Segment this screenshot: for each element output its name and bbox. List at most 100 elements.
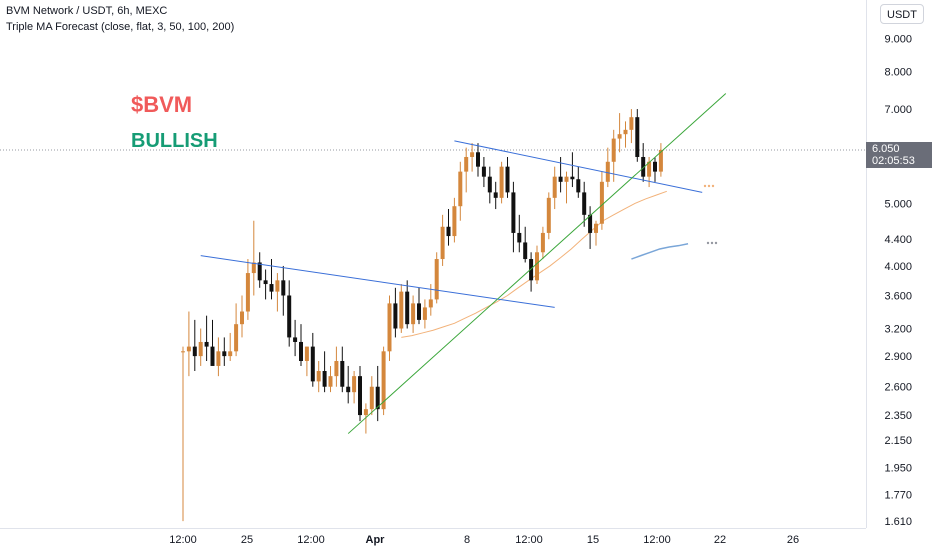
candle-body <box>582 192 587 215</box>
candle-body <box>181 351 185 353</box>
candle-body <box>476 152 480 167</box>
candle-body <box>588 214 593 233</box>
candle-body <box>263 280 268 285</box>
candle-body <box>647 161 652 177</box>
x-tick-label: 12:00 <box>297 534 325 546</box>
candle-body <box>411 303 416 325</box>
x-tick-label: 26 <box>787 534 799 546</box>
forecast-dot <box>714 241 718 245</box>
candle-body <box>210 346 215 366</box>
candle-body <box>281 280 286 296</box>
x-tick-label: Apr <box>366 534 386 546</box>
candle-body <box>523 242 528 260</box>
candle-body <box>440 226 445 260</box>
candle-body <box>399 291 404 329</box>
candle-body <box>240 311 244 325</box>
y-tick-label: 2.150 <box>884 435 912 447</box>
symbol-title[interactable]: BVM Network / USDT, 6h, MEXC <box>6 5 168 17</box>
x-tick-label: 25 <box>241 534 253 546</box>
candle-body <box>216 351 221 366</box>
y-tick-label: 2.900 <box>884 351 912 363</box>
candle-body <box>198 341 203 357</box>
candle-body <box>269 284 274 292</box>
y-tick-label: 7.000 <box>884 104 912 116</box>
forecast-dot <box>707 184 711 188</box>
candle-body <box>470 152 475 157</box>
candle-body <box>529 259 534 281</box>
candle-body <box>363 409 368 416</box>
candle-body <box>546 197 551 233</box>
currency-button[interactable]: USDT <box>880 4 924 24</box>
x-tick-label: 12:00 <box>169 534 197 546</box>
y-tick-label: 2.350 <box>884 410 912 422</box>
candle-body <box>635 117 640 157</box>
candle-body <box>245 273 250 312</box>
x-tick-label: 22 <box>714 534 726 546</box>
candle-body <box>428 299 433 308</box>
y-tick-label: 5.000 <box>884 198 912 210</box>
candle-body <box>629 117 634 130</box>
y-tick-label: 8.000 <box>884 67 912 79</box>
y-tick-label: 4.000 <box>884 261 912 273</box>
candle-body <box>228 351 233 357</box>
candle-body <box>499 166 504 198</box>
x-tick-label: 15 <box>587 534 599 546</box>
candle-body <box>570 176 575 180</box>
indicator-legend[interactable]: Triple MA Forecast (close, flat, 3, 50, … <box>6 21 235 33</box>
candle-body <box>287 295 292 338</box>
candle-body <box>328 376 333 387</box>
candle-body <box>334 360 339 377</box>
y-tick-label: 1.950 <box>884 462 912 474</box>
bias-annotation: BULLISH <box>131 130 218 152</box>
candle-body <box>417 303 421 320</box>
candle-body <box>375 386 380 410</box>
last-price-tag: 6.050 02:05:53 <box>866 142 932 168</box>
y-tick-label: 9.000 <box>884 34 912 46</box>
candle-body <box>552 176 557 198</box>
candle-body <box>487 176 492 193</box>
x-tick-label: 12:00 <box>515 534 543 546</box>
ma-line <box>401 190 667 338</box>
x-tick-label: 8 <box>464 534 470 546</box>
candle-body <box>505 166 510 193</box>
candle-body <box>381 351 386 410</box>
last-price-value: 6.050 <box>872 143 900 155</box>
candle-body <box>322 371 327 387</box>
candle-body <box>192 346 197 357</box>
y-tick-label: 1.770 <box>884 490 912 502</box>
candle-body <box>617 134 622 139</box>
candle-body <box>316 371 321 382</box>
bar-countdown: 02:05:53 <box>872 155 915 167</box>
candle-body <box>352 376 357 393</box>
forecast-dot <box>703 184 707 188</box>
ma-line <box>631 242 689 260</box>
candle-body <box>251 262 256 274</box>
candle-body <box>517 232 522 243</box>
x-tick-label: 12:00 <box>643 534 671 546</box>
candle-body <box>234 324 239 352</box>
candle-body <box>558 176 563 182</box>
y-tick-label: 2.600 <box>884 382 912 394</box>
candle-body <box>257 262 262 281</box>
candle-body <box>346 386 351 393</box>
trendline <box>454 140 703 193</box>
candle-body <box>304 346 309 361</box>
candle-body <box>576 179 581 193</box>
candle-body <box>493 192 498 198</box>
candle-body <box>641 156 646 177</box>
candle-body <box>393 303 398 329</box>
y-tick-label: 3.200 <box>884 324 912 336</box>
candle-body <box>369 386 374 410</box>
candle-body <box>422 307 427 320</box>
candle-body <box>452 206 457 237</box>
y-tick-label: 1.610 <box>884 516 912 528</box>
candle-body <box>511 192 516 233</box>
candle-body <box>658 149 663 172</box>
y-tick-label: 4.400 <box>884 234 912 246</box>
candle-body <box>481 166 486 177</box>
candle-body <box>623 129 628 135</box>
candle-body <box>299 341 303 361</box>
forecast-dot <box>711 184 715 188</box>
